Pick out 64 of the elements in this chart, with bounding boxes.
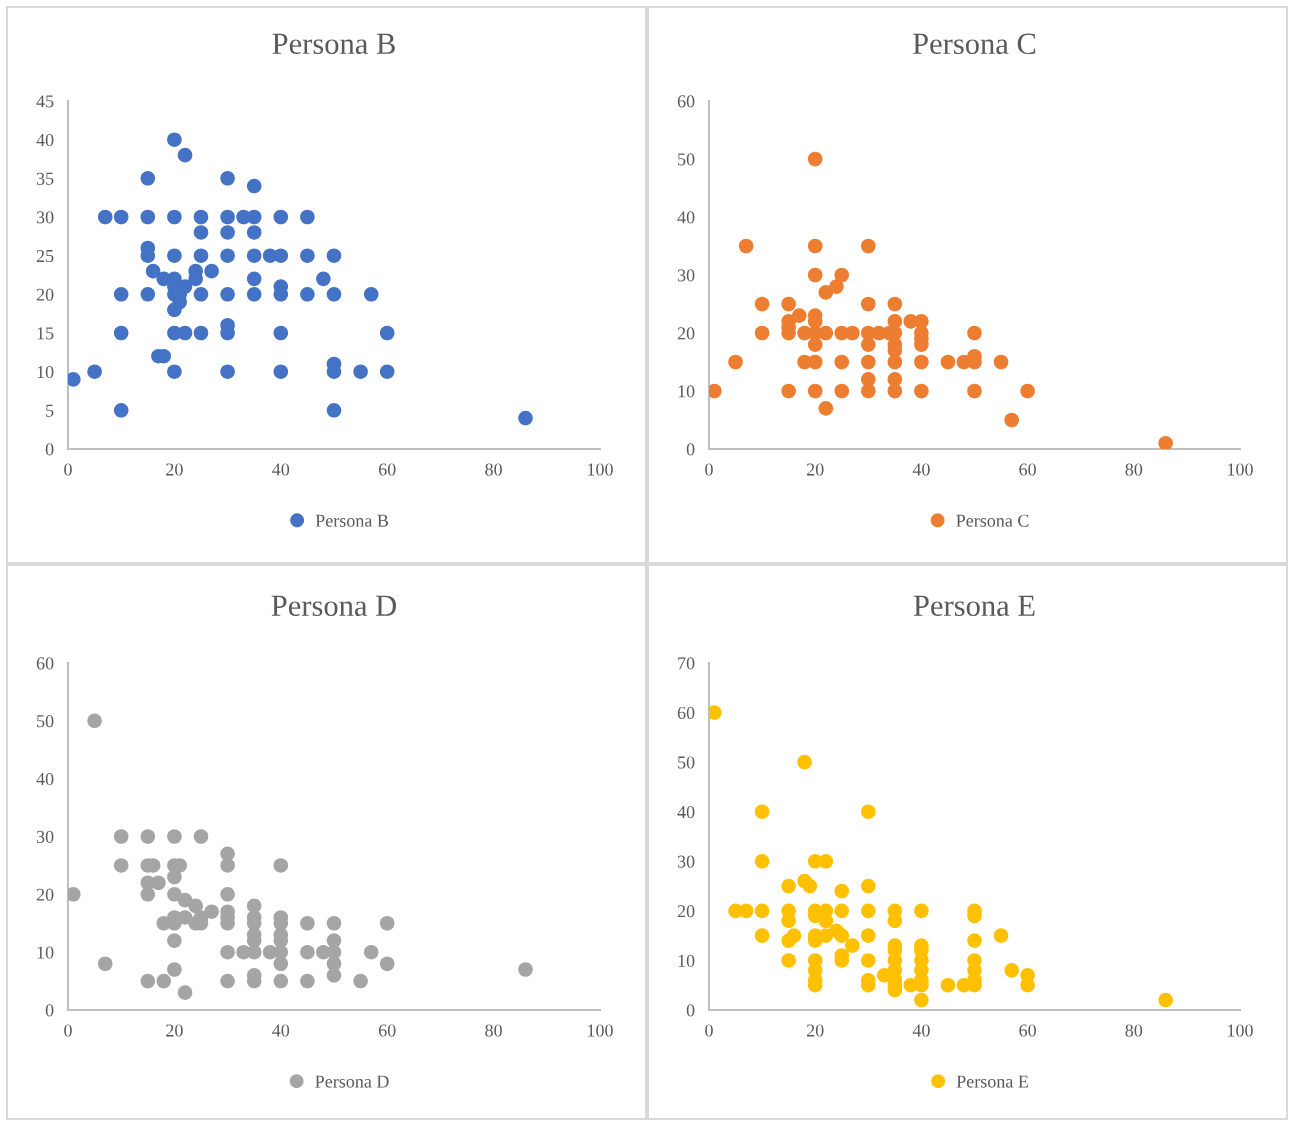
chart-title: Persona D	[271, 595, 396, 617]
legend-label: Persona E	[956, 1075, 1029, 1088]
y-tick-label: 30	[36, 211, 54, 224]
y-tick-label: 40	[36, 772, 54, 786]
chart-title: Persona E	[913, 595, 1035, 617]
x-tick-label: 60	[1019, 1024, 1036, 1037]
y-tick-label: 60	[677, 95, 695, 108]
y-tick-label: 5	[46, 404, 54, 417]
x-tick-label: 20	[806, 463, 824, 476]
x-tick-label: 100	[588, 1024, 613, 1037]
x-tick-label: 0	[705, 1024, 713, 1037]
x-tick-label: 20	[166, 1024, 183, 1037]
y-tick-label: 10	[37, 365, 54, 379]
x-tick-label: 0	[64, 1024, 72, 1037]
y-tick-label: 0	[686, 443, 695, 456]
x-tick-label: 20	[806, 1024, 824, 1037]
x-tick-label: 0	[705, 463, 713, 476]
x-tick-label: 40	[272, 463, 290, 476]
legend-label: Persona D	[315, 1075, 389, 1088]
y-tick-label: 20	[36, 888, 54, 901]
x-tick-label: 80	[1125, 463, 1143, 476]
y-tick-label: 20	[677, 327, 695, 340]
x-tick-label: 40	[912, 1024, 930, 1037]
x-tick-label: 100	[588, 463, 613, 476]
y-tick-label: 50	[678, 756, 695, 769]
y-tick-label: 20	[36, 288, 54, 301]
y-tick-label: 70	[678, 657, 695, 670]
y-tick-label: 0	[45, 1004, 54, 1017]
y-tick-label: 50	[678, 153, 695, 166]
x-tick-label: 80	[485, 463, 502, 476]
y-tick-label: 15	[37, 327, 54, 340]
y-tick-label: 10	[678, 385, 695, 398]
y-tick-label: 10	[678, 954, 695, 967]
x-tick-label: 40	[272, 1024, 290, 1037]
y-tick-label: 30	[677, 269, 695, 282]
x-tick-label: 80	[1125, 1024, 1143, 1037]
y-tick-label: 35	[36, 172, 54, 185]
x-tick-label: 60	[378, 1024, 396, 1037]
y-tick-label: 30	[36, 830, 54, 843]
y-tick-label: 30	[677, 855, 695, 868]
x-tick-label: 20	[166, 463, 183, 476]
x-tick-label: 60	[1019, 463, 1036, 476]
x-tick-label: 100	[1228, 463, 1253, 476]
y-tick-label: 40	[677, 211, 695, 224]
x-tick-label: 0	[64, 463, 72, 476]
x-tick-label: 40	[912, 463, 930, 476]
legend-label: Persona C	[956, 514, 1029, 527]
x-tick-label: 80	[485, 1024, 502, 1037]
legend-label: Persona B	[315, 514, 389, 527]
y-tick-label: 0	[686, 1004, 695, 1017]
y-tick-label: 60	[677, 706, 695, 720]
y-tick-label: 40	[36, 133, 54, 147]
chart-title: Persona C	[913, 33, 1036, 55]
y-tick-label: 20	[677, 905, 695, 918]
y-tick-label: 0	[45, 443, 54, 456]
y-tick-label: 10	[37, 946, 54, 959]
y-tick-label: 60	[36, 657, 54, 670]
x-tick-label: 60	[378, 463, 396, 476]
y-tick-label: 45	[36, 95, 54, 108]
chart-title: Persona B	[272, 33, 395, 55]
y-tick-label: 50	[37, 715, 54, 728]
y-tick-label: 40	[677, 805, 695, 819]
y-tick-label: 25	[36, 249, 54, 263]
x-tick-label: 100	[1228, 1024, 1253, 1037]
